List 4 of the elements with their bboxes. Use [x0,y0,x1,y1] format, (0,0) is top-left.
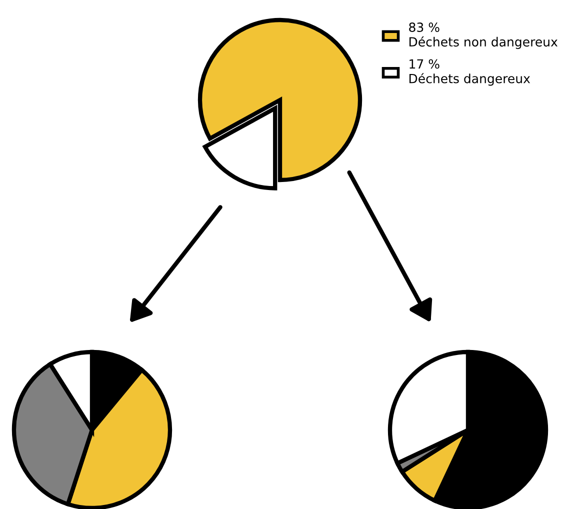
data-label: 17 % [410,59,440,69]
data-label: 83 % [409,22,440,32]
legend-label: Déchets dangereux [409,73,530,86]
legend-label: Déchets non dangereux [409,36,558,49]
